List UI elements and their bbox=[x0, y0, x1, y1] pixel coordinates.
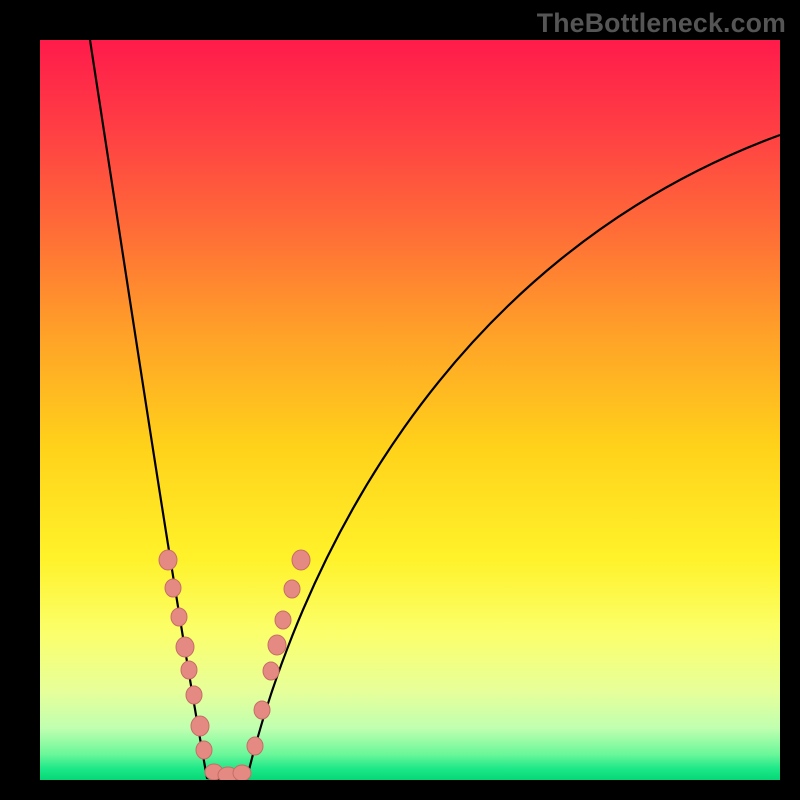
plot-area bbox=[40, 40, 780, 780]
data-marker bbox=[176, 637, 194, 657]
bottleneck-chart bbox=[40, 40, 780, 780]
data-marker bbox=[191, 716, 209, 736]
gradient-background bbox=[40, 40, 780, 780]
data-marker bbox=[275, 611, 291, 629]
watermark-text: TheBottleneck.com bbox=[537, 8, 786, 39]
data-marker bbox=[284, 580, 300, 598]
data-marker bbox=[268, 635, 286, 655]
data-marker bbox=[196, 741, 212, 759]
data-marker bbox=[254, 701, 270, 719]
data-marker bbox=[181, 661, 197, 679]
data-marker bbox=[263, 662, 279, 680]
data-marker bbox=[233, 765, 251, 780]
outer-frame: TheBottleneck.com bbox=[0, 0, 800, 800]
data-marker bbox=[186, 686, 202, 704]
data-marker bbox=[292, 550, 310, 570]
data-marker bbox=[247, 737, 263, 755]
data-marker bbox=[165, 579, 181, 597]
data-marker bbox=[159, 550, 177, 570]
data-marker bbox=[171, 608, 187, 626]
